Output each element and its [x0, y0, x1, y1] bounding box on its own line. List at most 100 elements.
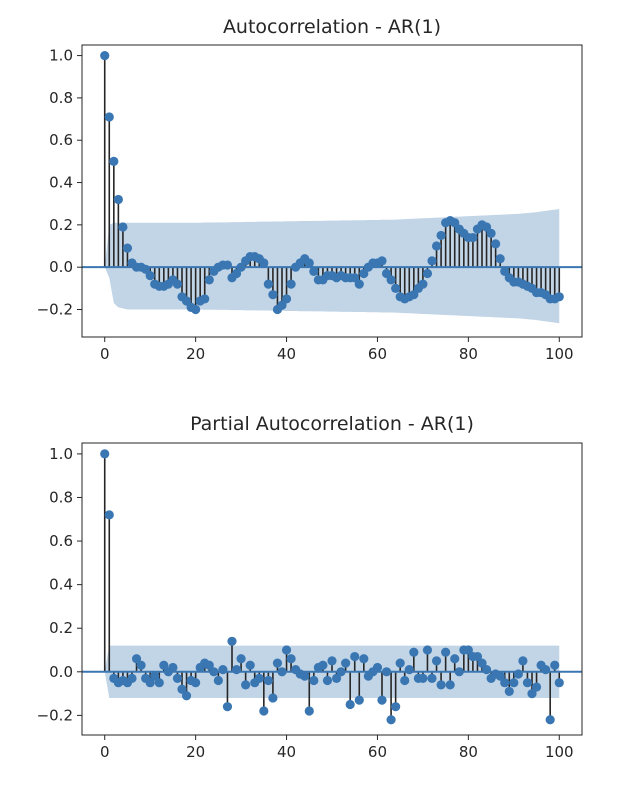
pacf-point [309, 675, 319, 686]
acf-point [268, 290, 278, 300]
pacf-point [327, 656, 337, 666]
acf-point [200, 294, 210, 304]
pacf-point [209, 667, 219, 677]
acf-y-tick-label: 0.6 [49, 131, 73, 149]
acf-point [277, 300, 287, 310]
pacf-point [204, 660, 214, 670]
pacf-x-tick-label: 0 [100, 743, 110, 761]
acf-point [309, 266, 319, 277]
acf-y-tick-label: 0.8 [49, 89, 73, 107]
pacf-point [127, 673, 137, 683]
acf-axes-frame [81, 44, 583, 338]
pacf-point [391, 702, 401, 712]
acf-point [554, 292, 564, 302]
acf-point [468, 232, 478, 243]
pacf-y-tick-label: 0.2 [49, 619, 73, 637]
acf-point [486, 228, 496, 238]
pacf-point [550, 660, 560, 670]
pacf-point [322, 675, 333, 686]
acf-x-tick-label: 0 [100, 345, 110, 363]
acf-point [191, 304, 201, 315]
acf-point [118, 222, 128, 232]
pacf-point [531, 682, 542, 692]
acf-point [100, 50, 110, 61]
acf-point [491, 239, 501, 249]
pacf-point [395, 658, 405, 668]
pacf-point [159, 660, 169, 670]
acf-x-tick-label: 100 [545, 345, 574, 363]
pacf-point [172, 673, 183, 683]
pacf-point [168, 662, 178, 673]
pacf-point [131, 654, 142, 664]
pacf-point [527, 688, 537, 699]
pacf-point [522, 678, 533, 688]
acf-point [354, 279, 364, 289]
acf-plot: Autocorrelation - AR(1) 0 20 40 60 80 100 −0.2… [37, 16, 583, 363]
pacf-point [445, 680, 455, 690]
acf-x-tick-label: 20 [186, 345, 205, 363]
acf-x-tick-label: 60 [368, 345, 387, 363]
pacf-point [404, 665, 414, 675]
acf-title: Autocorrelation - AR(1) [223, 16, 441, 38]
pacf-point [359, 654, 369, 664]
pacf-point [104, 510, 114, 520]
pacf-point [254, 673, 264, 683]
pacf-point [231, 665, 242, 675]
pacf-point [181, 691, 192, 701]
acf-point [263, 279, 273, 289]
pacf-point [331, 673, 342, 683]
acf-point [222, 260, 233, 270]
pacf-point [381, 667, 392, 677]
pacf-point [277, 667, 287, 677]
pacf-y-tick-label: 0.0 [49, 663, 73, 681]
pacf-y-tick-label: 0.4 [49, 576, 73, 594]
acf-point [286, 279, 296, 289]
acf-point [259, 258, 269, 268]
pacf-point [500, 678, 510, 688]
pacf-x-tick-label: 20 [186, 743, 205, 761]
pacf-point [150, 671, 160, 681]
acf-point [381, 268, 392, 279]
acf-point [427, 256, 437, 266]
pacf-point [354, 695, 364, 705]
acf-point [391, 283, 401, 293]
pacf-y-tick-label: −0.2 [37, 706, 73, 724]
pacf-point [472, 651, 483, 662]
acf-point [359, 268, 369, 279]
pacf-point [441, 647, 451, 657]
pacf-x-tick-label: 40 [277, 743, 296, 761]
pacf-axes-frame [81, 442, 583, 736]
pacf-point [213, 675, 223, 686]
pacf-x-tick-label: 100 [545, 743, 574, 761]
pacf-point [336, 667, 346, 677]
pacf-point [154, 678, 164, 688]
acf-point [281, 294, 292, 304]
acf-point [436, 230, 446, 241]
pacf-point [272, 658, 283, 668]
acf-point [377, 256, 387, 266]
pacf-point [386, 715, 396, 725]
pacf-point [477, 658, 487, 668]
acf-point [113, 194, 123, 205]
pacf-point [177, 684, 187, 694]
pacf-point [541, 665, 551, 675]
pacf-point [504, 686, 514, 697]
pacf-point [263, 675, 273, 686]
acf-point [109, 156, 119, 166]
pacf-point [422, 645, 433, 655]
acf-point [350, 273, 360, 283]
pacf-point [281, 645, 292, 655]
acf-y-tick-label: 1.0 [49, 47, 73, 65]
pacf-title: Partial Autocorrelation - AR(1) [190, 413, 474, 435]
pacf-point [513, 669, 523, 679]
pacf-x-tick-label: 80 [459, 743, 478, 761]
acf-point [145, 271, 155, 281]
acf-y-tick-label: 0.2 [49, 216, 73, 234]
acf-point [481, 222, 492, 232]
acf-point [204, 275, 214, 285]
pacf-point [454, 667, 464, 677]
pacf-point [136, 660, 146, 670]
pacf-point [268, 693, 278, 703]
pacf-point [436, 680, 446, 690]
